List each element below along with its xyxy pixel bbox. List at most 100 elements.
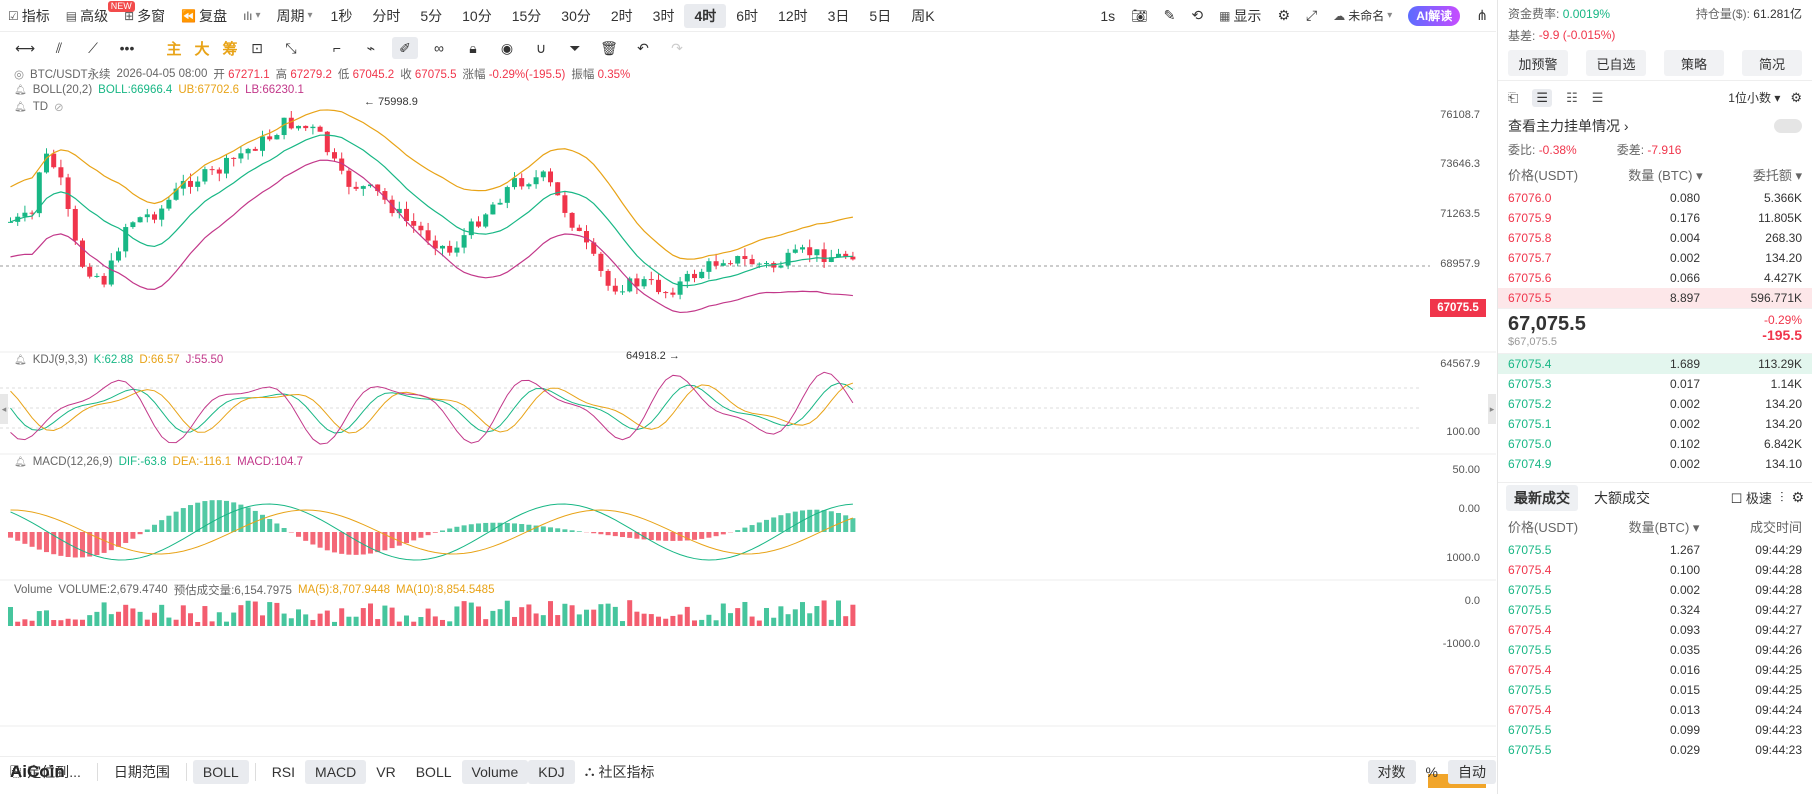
advanced-button[interactable]: NEW ▤ 高级 (58, 0, 135, 28)
auto-scale-toggle[interactable]: 自动 (1448, 759, 1496, 784)
trade-qty-sort[interactable]: 数量(BTC) ▾ (1628, 519, 1700, 535)
right-collapse-handle[interactable]: ▸ (1488, 394, 1496, 424)
settings-icon[interactable]: ⚙ (1790, 89, 1802, 105)
boll-main-button[interactable]: BOLL (192, 759, 249, 784)
indicator-tab[interactable]: VR (376, 763, 396, 780)
settings-icon[interactable]: ⚙ (1791, 489, 1804, 505)
volume-legend[interactable]: Volume VOLUME:2,679.4740 预估成交量:6,154.797… (14, 584, 495, 597)
trash-icon[interactable]: 🗑︎ (600, 39, 618, 56)
left-collapse-handle[interactable]: ◂ (0, 394, 8, 424)
indicator-button[interactable]: ☑ 指标 (8, 7, 50, 24)
measure-icon[interactable]: ⤡ (285, 39, 297, 56)
orderbook-row[interactable]: 67075.3 0.017 1.14K (1508, 377, 1802, 391)
period-option[interactable]: 4时 (684, 3, 727, 28)
amount-sort[interactable]: 委托额 ▾ (1752, 167, 1802, 183)
indicator-tab[interactable]: KDJ (528, 759, 575, 784)
precision-dropdown[interactable]: 1位小数 ▾ (1728, 91, 1781, 105)
percent-toggle[interactable]: % (1425, 763, 1438, 780)
ai-read-button[interactable]: AI解读 (1408, 5, 1461, 26)
locate-button[interactable]: ⎘ 定位到... (10, 763, 81, 780)
account-dropdown[interactable]: ☁ 未命名 ▾ (1333, 8, 1393, 24)
dots-line-icon[interactable]: ••• (119, 40, 135, 56)
brush-icon[interactable]: ✐ (392, 37, 418, 59)
log-scale-toggle[interactable]: 对数 (1367, 759, 1416, 784)
filter-icon[interactable]: ⫶ (1779, 489, 1784, 505)
orderbook-row[interactable]: 67075.6 0.066 4.427K (1508, 271, 1802, 285)
boll-legend[interactable]: 🔔︎ BOLL(20,2) BOLL:66966.4 UB:67702.6 LB… (14, 84, 304, 96)
orderbook-row[interactable]: 67075.8 0.004 268.30 (1508, 231, 1802, 245)
fullscreen-icon[interactable]: ⤢ (1306, 7, 1318, 23)
qty-sort[interactable]: 数量 (BTC) ▾ (1628, 167, 1703, 183)
macd-legend[interactable]: 🔔︎ MACD(12,26,9) DIF:-63.8 DEA:-116.1 MA… (14, 456, 303, 468)
orderbook-row[interactable]: 67075.5 8.897 596.771K (1498, 288, 1812, 308)
share-icon[interactable]: ⋔ (1476, 7, 1488, 23)
link-icon[interactable]: ∞ (434, 40, 444, 56)
layout-both-icon[interactable]: ⎗ (1508, 89, 1519, 105)
chip-big[interactable]: 大 (194, 40, 210, 58)
period-option[interactable]: 30分 (561, 7, 591, 24)
orderbook-row[interactable]: 67075.4 1.689 113.29K (1498, 354, 1812, 374)
interval-1s[interactable]: 1s (1100, 7, 1116, 24)
camera-icon[interactable]: 📷︎ (1131, 7, 1148, 23)
lock-icon[interactable]: 🔒︎ (469, 39, 477, 56)
indicator-tab[interactable]: RSI (271, 763, 296, 780)
multi-window-button[interactable]: ⊞ 多窗 (124, 7, 166, 24)
watchlist-button[interactable]: 已自选 (1586, 50, 1646, 76)
hide-icon[interactable]: ⊘ (54, 102, 64, 114)
orderbook-row[interactable]: 67075.2 0.002 134.20 (1508, 397, 1802, 411)
settings-icon[interactable]: ⚙ (1277, 7, 1290, 23)
orderbook-row[interactable]: 67076.0 0.080 5.366K (1508, 191, 1802, 205)
period-dropdown[interactable]: 周期 ▾ (276, 7, 313, 24)
undo-arrow-icon[interactable]: ↶ (637, 39, 649, 56)
horizontal-line-icon[interactable]: ⟷ (14, 39, 36, 56)
date-range-button[interactable]: 日期范围 (113, 763, 170, 780)
display-button[interactable]: ▦ 显示 (1219, 7, 1262, 24)
redo-arrow-icon[interactable]: ↷ (671, 39, 683, 56)
orderbook-row[interactable]: 67075.7 0.002 134.20 (1508, 251, 1802, 265)
period-option[interactable]: 6时 (736, 7, 759, 24)
chip-main[interactable]: 主 (166, 40, 182, 58)
period-option[interactable]: 分时 (372, 7, 401, 24)
undo-icon[interactable]: ⟲ (1191, 7, 1204, 23)
period-option[interactable]: 12时 (778, 7, 808, 24)
main-orders-link[interactable]: 查看主力挂单情况 › (1508, 118, 1629, 134)
indicator-tab[interactable]: MACD (305, 759, 367, 784)
eye-icon[interactable]: ◉ (500, 39, 514, 56)
ruler-icon[interactable]: ⌁ (366, 39, 376, 56)
period-option[interactable]: 15分 (511, 7, 542, 24)
crop-icon[interactable]: ⌐ (332, 40, 342, 56)
main-orders-toggle[interactable] (1774, 119, 1802, 133)
tab-large-trades[interactable]: 大额成交 (1594, 489, 1650, 506)
tab-latest-trades[interactable]: 最新成交 (1506, 484, 1578, 511)
community-indicator-button[interactable]: ⛬ 社区指标 (584, 763, 655, 780)
add-alert-button[interactable]: 加预警 (1508, 50, 1568, 76)
period-option[interactable]: 周K (911, 7, 935, 24)
period-option[interactable]: 3日 (827, 7, 850, 24)
chip-chips[interactable]: 筹 (222, 40, 238, 58)
fast-checkbox[interactable]: ☐ 极速 (1730, 491, 1772, 506)
orderbook-row[interactable]: 67075.9 0.176 11.805K (1508, 211, 1802, 225)
indicator-tab[interactable]: BOLL (415, 763, 452, 780)
period-option[interactable]: 5分 (420, 7, 443, 24)
period-option[interactable]: 2时 (610, 7, 633, 24)
filter-icon[interactable]: ⏷ (569, 39, 581, 56)
overview-button[interactable]: 简况 (1742, 50, 1802, 76)
magnet-icon[interactable]: ∪ (535, 39, 547, 56)
pen-icon[interactable]: ✎ (1163, 7, 1176, 23)
orderbook-row[interactable]: 67075.1 0.002 134.20 (1508, 417, 1802, 431)
layout-bids-icon[interactable]: ☷ (1566, 89, 1578, 105)
replay-button[interactable]: ⏪ 复盘 (181, 7, 228, 24)
orderbook-row[interactable]: 67074.9 0.002 134.10 (1508, 457, 1802, 471)
orderbook-row[interactable]: 67075.0 0.102 6.842K (1508, 437, 1802, 451)
ray-line-icon[interactable]: ⟋ (88, 39, 98, 56)
layout-asks-icon[interactable]: ☰ (1591, 89, 1604, 105)
period-option[interactable]: 10分 (462, 7, 492, 24)
indicator-overlay-icon[interactable]: ⊡ (251, 39, 263, 56)
period-option[interactable]: 5日 (869, 7, 892, 24)
indicator-tab[interactable]: Volume (461, 759, 529, 784)
chart-canvas[interactable] (0, 62, 1496, 748)
chart-type-button[interactable]: ılı ▾ (235, 4, 268, 28)
chart-area[interactable]: ◎ BTC/USDT永续 2026-04-05 08:00 开 67271.1 … (0, 62, 1496, 788)
period-option[interactable]: 3时 (652, 7, 675, 24)
layout-split-icon[interactable]: ☰ (1532, 88, 1553, 107)
